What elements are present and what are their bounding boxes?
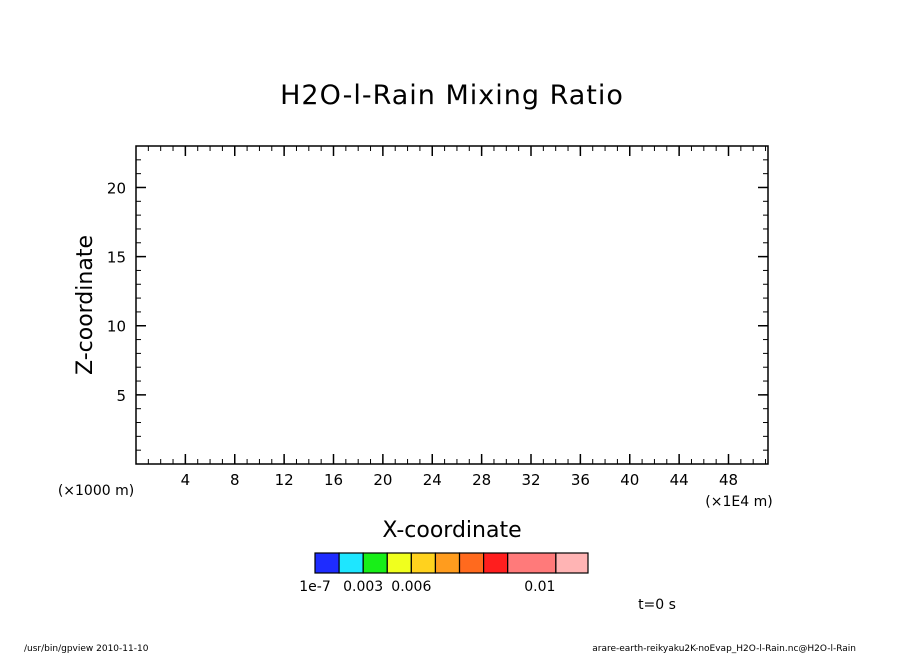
- y-tick-label: 15: [107, 249, 126, 267]
- x-tick-label: 8: [230, 471, 240, 489]
- colorbar: 1e-7 0.003 0.006 0.01: [299, 552, 589, 595]
- colorbar-segment: [386, 552, 412, 574]
- y-tick-label: 5: [116, 387, 126, 405]
- colorbar-segment: [483, 552, 509, 574]
- x-tick-label: 40: [620, 471, 639, 489]
- colorbar-segment: [362, 552, 388, 574]
- x-tick-label: 28: [472, 471, 491, 489]
- footer-left: /usr/bin/gpview 2010-11-10: [24, 644, 149, 654]
- y-axis-label: Z-coordinate: [73, 235, 98, 375]
- x-tick-label: 48: [719, 471, 738, 489]
- colorbar-segment: [555, 552, 589, 574]
- chart-title: H2O-l-Rain Mixing Ratio: [280, 80, 624, 111]
- colorbar-segment: [314, 552, 340, 574]
- colorbar-label: 0.01: [524, 579, 555, 595]
- colorbar-segment: [338, 552, 364, 574]
- y-tick-label: 20: [107, 179, 126, 197]
- x-tick-label: 12: [275, 471, 294, 489]
- colorbar-label: 0.003: [343, 579, 383, 595]
- y-axis: 5 10 15 20: [107, 179, 768, 405]
- plot-frame: [135, 145, 769, 465]
- colorbar-segment: [410, 552, 437, 574]
- x-tick-label: 32: [521, 471, 540, 489]
- x-tick-label: 24: [423, 471, 442, 489]
- x-axis-unit: (×1E4 m): [705, 494, 772, 510]
- x-tick-label: 4: [181, 471, 191, 489]
- time-label: t=0 s: [638, 597, 676, 613]
- colorbar-label: 0.006: [391, 579, 431, 595]
- x-axis-label: X-coordinate: [382, 518, 521, 543]
- x-tick-label: 44: [670, 471, 689, 489]
- y-axis-unit: (×1000 m): [58, 483, 134, 499]
- colorbar-segment: [458, 552, 485, 574]
- footer-right: arare-earth-reikyaku2K-noEvap_H2O-l-Rain…: [592, 644, 856, 654]
- x-axis: 4 8 12 16 20 24 28 32 36 40 44 48: [181, 146, 738, 489]
- minor-ticks: [136, 146, 768, 464]
- x-tick-label: 36: [571, 471, 590, 489]
- colorbar-segment: [434, 552, 461, 574]
- x-tick-label: 16: [324, 471, 343, 489]
- x-tick-label: 20: [373, 471, 392, 489]
- colorbar-label: 1e-7: [299, 579, 330, 595]
- colorbar-segment: [507, 552, 557, 574]
- y-tick-label: 10: [107, 318, 126, 336]
